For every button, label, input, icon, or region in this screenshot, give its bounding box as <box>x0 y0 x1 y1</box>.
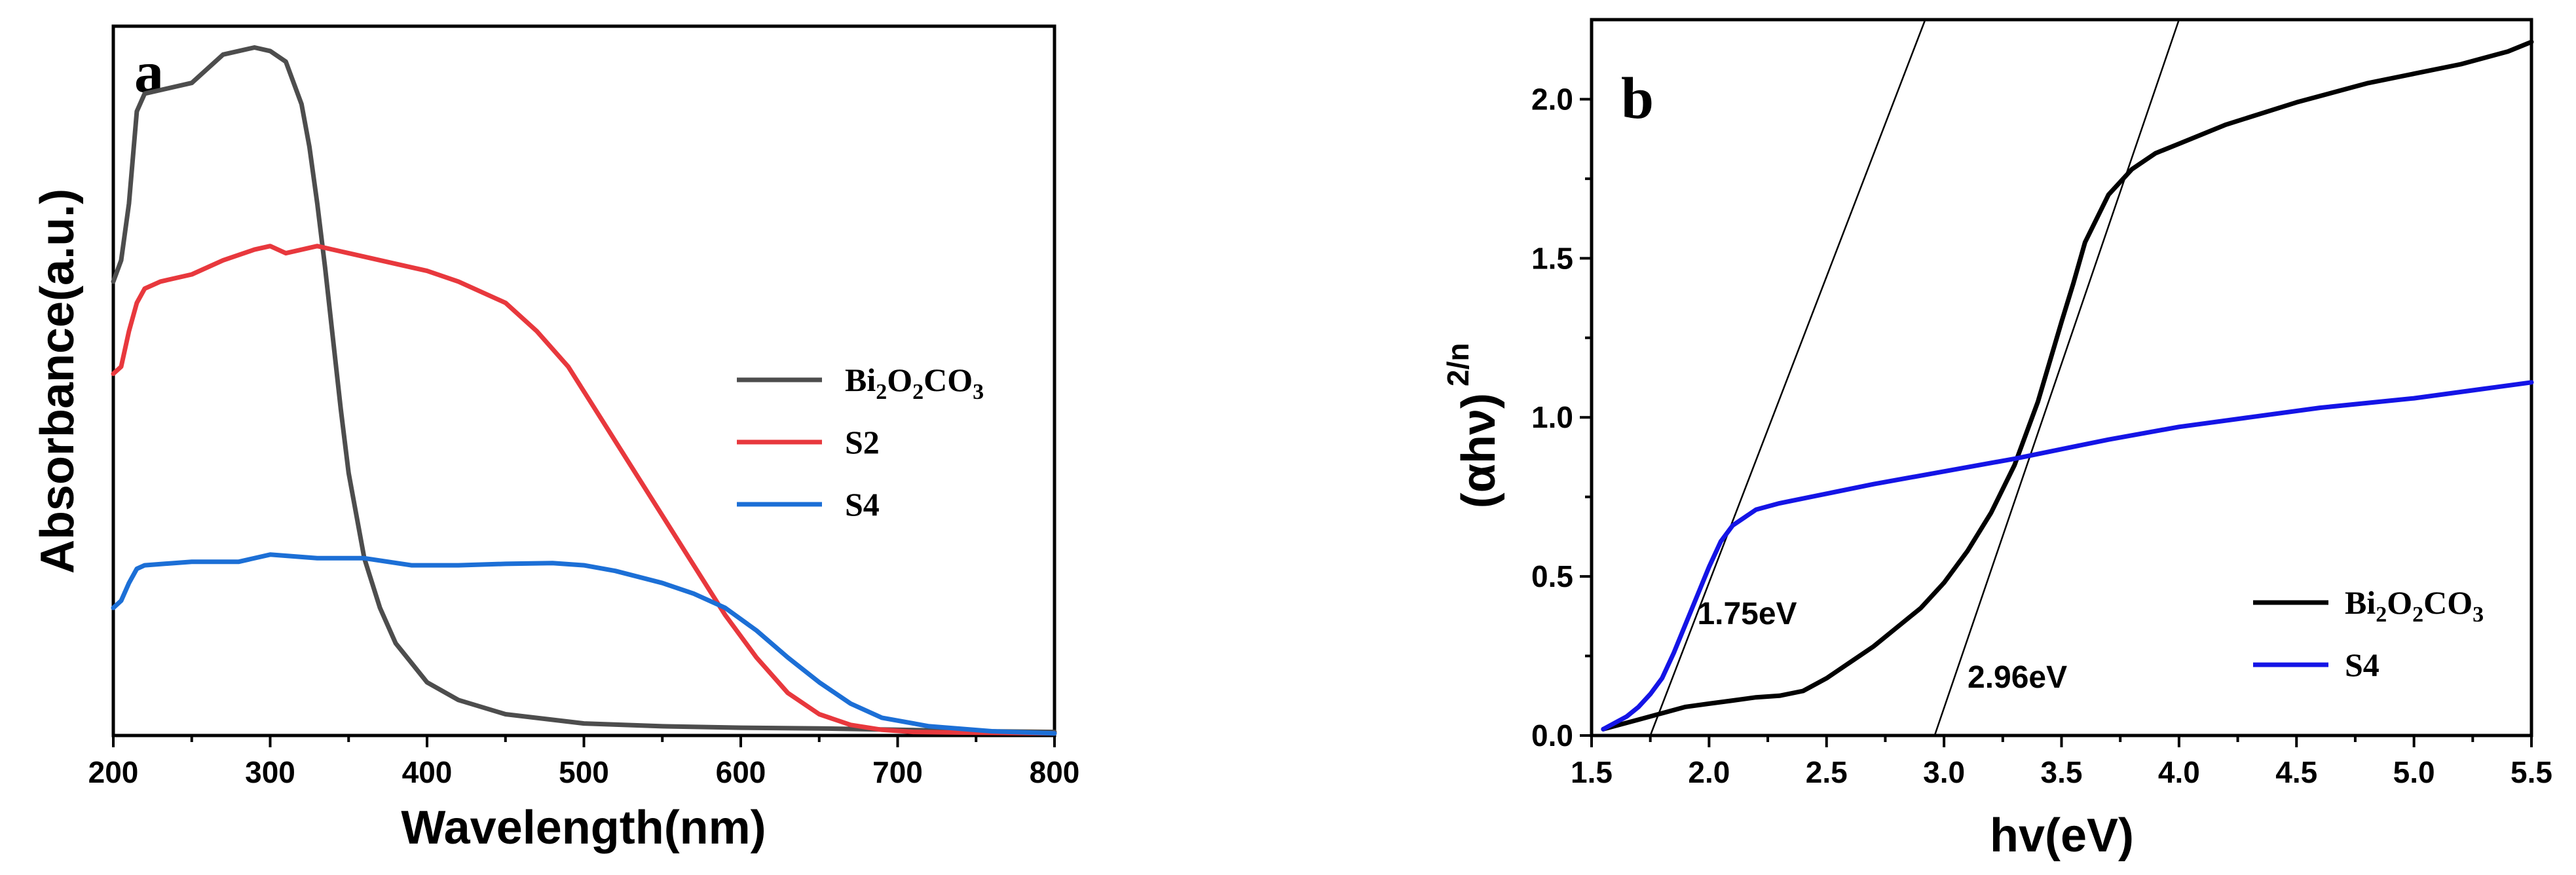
panel-a-x-tick-label: 800 <box>1030 755 1080 789</box>
panel-a-legend-label: Bi2​O2​CO3​ <box>845 362 984 404</box>
panel-b-x-tick-label: 3.0 <box>1923 755 1965 789</box>
panel-b-legend-label: S4 <box>2345 646 2380 683</box>
panel-a-legend: Bi2​O2​CO3​ S2 S4 <box>737 362 984 523</box>
panel-b-y-axis-title-sup: 2/n <box>1441 343 1475 386</box>
panel-b-series-line-Bi2O2CO3 <box>1601 39 2534 732</box>
panel-a-series <box>111 45 1057 736</box>
panel-b-y-ticks: 0.0 0.5 1.0 1.5 2.0 <box>1531 82 1592 753</box>
panel-b-annotations: 1.75eV 2.96eV <box>1697 597 2067 695</box>
panel-b-label: b <box>1621 66 1654 131</box>
panel-a-x-tick-label: 300 <box>245 755 295 789</box>
panel-b-legend: Bi2​O2​CO3​ S4 <box>2253 584 2484 683</box>
panel-a-x-tick-label: 400 <box>402 755 453 789</box>
panel-a-series-line-S4 <box>111 552 1057 736</box>
panel-a-legend-label: S2 <box>845 424 880 460</box>
panel-a-x-ticks: 200 300 400 500 600 700 800 <box>88 735 1080 789</box>
panel-b-y-tick-label: 2.0 <box>1531 82 1573 116</box>
panel-b-x-tick-label: 2.0 <box>1688 755 1730 789</box>
panel-b-x-tick-label: 4.0 <box>2158 755 2200 789</box>
panel-b-y-tick-label: 0.5 <box>1531 559 1573 593</box>
panel-b-fit-line <box>1933 19 2180 736</box>
panel-b-chart: b 1.5 2.0 2.5 3.0 3.5 4.0 4.5 5.0 5.5 0.0 0.5 1.0 1… <box>1441 18 2552 862</box>
panel-b-x-axis-title: hv(eV) <box>1990 810 2134 862</box>
panel-b-fit-lines <box>1649 19 2180 736</box>
panel-b-legend-label: Bi2​O2​CO3​ <box>2345 584 2484 627</box>
panel-a-x-tick-label: 200 <box>88 755 139 789</box>
panel-a-x-axis-title: Wavelength(nm) <box>401 802 766 854</box>
panel-b-x-tick-label: 1.5 <box>1571 755 1613 789</box>
panel-b-series <box>1601 39 2534 732</box>
panel-b-series-line-S4 <box>1601 380 2534 732</box>
panel-b-y-tick-label: 1.5 <box>1531 241 1573 275</box>
panel-a-series-line-Bi2O2CO3 <box>111 45 1057 735</box>
panel-b-y-tick-label: 0.0 <box>1531 718 1573 753</box>
panel-b-x-ticks: 1.5 2.0 2.5 3.0 3.5 4.0 4.5 5.0 5.5 <box>1571 735 2552 789</box>
panel-a-chart: a 200 300 400 500 600 700 800 Wavelength(nm) A… <box>31 24 1080 854</box>
panel-a-x-tick-label: 600 <box>716 755 766 789</box>
panel-a-y-axis-title: Absorbance(a.u.) <box>31 189 84 574</box>
panel-b-x-tick-label: 4.5 <box>2275 755 2317 789</box>
panel-b-x-tick-label: 2.5 <box>1806 755 1848 789</box>
panel-b-fit-line <box>1649 19 1926 736</box>
panel-a-label: a <box>134 40 164 105</box>
panel-a-x-tick-label: 500 <box>559 755 609 789</box>
panel-b-x-tick-label: 3.5 <box>2041 755 2083 789</box>
panel-b-x-tick-label: 5.5 <box>2511 755 2552 789</box>
panel-b-x-tick-label: 5.0 <box>2393 755 2435 789</box>
panel-b-annotation: 1.75eV <box>1697 597 1797 631</box>
panel-b-y-tick-label: 1.0 <box>1531 400 1573 434</box>
panel-b-y-axis-title-group: (αhν) 2/n <box>1441 343 1505 509</box>
panel-b-annotation: 2.96eV <box>1968 660 2067 695</box>
panel-b-y-axis-title: (αhν) <box>1453 393 1505 508</box>
panel-a-series-line-S2 <box>111 244 1057 736</box>
panel-a-x-tick-label: 700 <box>872 755 923 789</box>
panel-a-legend-label: S4 <box>845 486 880 523</box>
